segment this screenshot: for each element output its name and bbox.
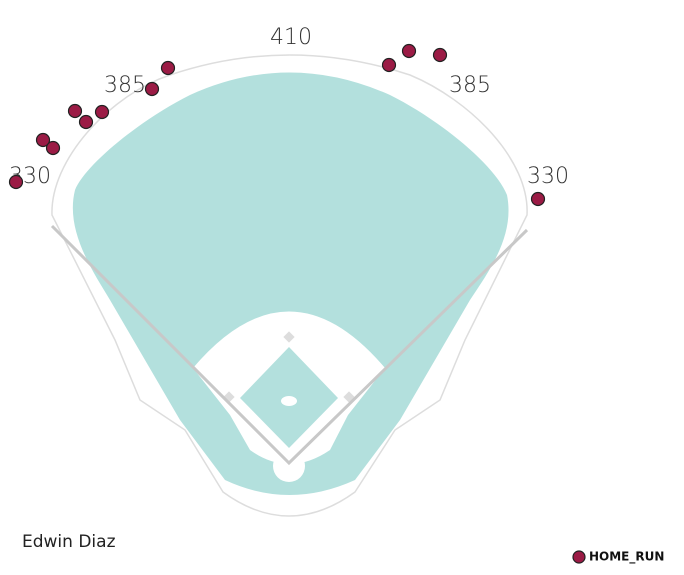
foul-lines <box>50 224 529 466</box>
home-run-dot <box>8 174 24 190</box>
mound <box>281 396 297 406</box>
chart-title: Edwin Diaz <box>22 532 116 552</box>
home-run-dot <box>35 132 51 148</box>
distance-label: 330 <box>527 164 569 189</box>
home-run-dot <box>78 114 94 130</box>
distance-label: 410 <box>270 25 312 50</box>
field <box>50 54 529 517</box>
legend-label: HOME_RUN <box>589 550 664 565</box>
home-run-dot <box>381 57 397 73</box>
distance-label: 385 <box>449 73 491 98</box>
second-base <box>283 331 295 343</box>
home-run-dot <box>94 104 110 120</box>
home-run-dot <box>160 60 176 76</box>
distance-label: 385 <box>104 73 146 98</box>
legend-marker <box>572 550 586 564</box>
home-run-dot <box>144 81 160 97</box>
home-run-dot <box>401 43 417 59</box>
home-run-dot <box>530 191 546 207</box>
home-run-dot <box>67 103 83 119</box>
home-plate-area <box>273 450 305 482</box>
home-run-dot <box>432 47 448 63</box>
home-run-dot <box>45 140 61 156</box>
outfield-grass <box>72 72 509 495</box>
